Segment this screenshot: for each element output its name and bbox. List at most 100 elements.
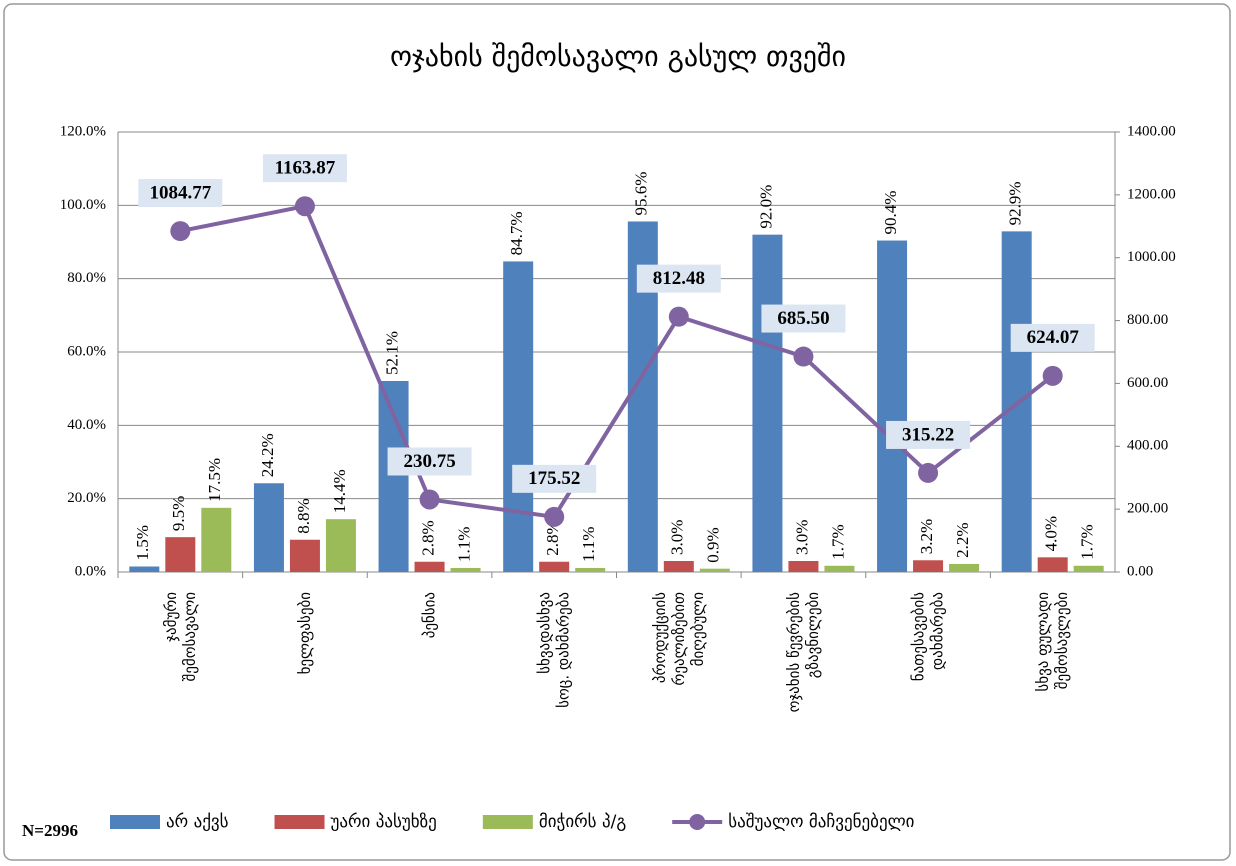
bar [378, 380, 409, 572]
bar [1037, 557, 1068, 572]
legend-label: არ აქვს [166, 812, 229, 832]
legend-swatch [274, 815, 325, 829]
y2-tick-label: 1200.00 [1127, 186, 1176, 202]
y2-tick-label: 1000.00 [1127, 249, 1176, 265]
bar [503, 261, 534, 572]
annotation: N=2996 [22, 821, 78, 840]
data-label: 0.9% [704, 527, 723, 562]
data-label: 24.2% [258, 433, 277, 477]
line-point [294, 196, 315, 217]
y2-tick-label: 600.00 [1127, 375, 1168, 391]
data-label: 3.2% [917, 519, 936, 554]
data-label-box [886, 420, 971, 449]
legend-label: საშუალო მაჩვენებელი [728, 812, 914, 832]
bar [325, 519, 356, 572]
bar [699, 568, 730, 572]
data-label-box [761, 304, 846, 333]
bar [913, 560, 944, 572]
data-label: 3.0% [668, 520, 687, 555]
legend-label: მიჭირს პ/გ [539, 812, 626, 832]
bar [949, 563, 980, 572]
bar [1073, 565, 1104, 572]
y2-tick-label: 400.00 [1127, 438, 1168, 454]
bar [129, 566, 160, 572]
bar [663, 561, 694, 572]
y-tick-label: 40.0% [67, 417, 106, 433]
legend-swatch [110, 815, 160, 829]
bar [877, 240, 908, 573]
line-point [170, 221, 191, 242]
y2-tick-label: 800.00 [1127, 312, 1168, 328]
data-label: 52.1% [382, 331, 401, 375]
data-label: 812.48 [653, 268, 705, 289]
data-label: 95.6% [632, 172, 651, 216]
x-tick-label: სხვადასხვასოც. დახმარება [535, 592, 572, 708]
data-label-box [138, 179, 223, 208]
y-tick-label: 100.0% [60, 197, 106, 213]
data-label: 1.7% [828, 524, 847, 559]
legend-label: უარი პასუხზე [331, 812, 437, 832]
data-label: 14.4% [330, 469, 349, 513]
data-label: 1.7% [1078, 524, 1097, 559]
line-point [793, 346, 814, 367]
bar [539, 561, 570, 572]
y-tick-label: 120.0% [60, 123, 106, 139]
data-label: 92.0% [756, 185, 775, 229]
data-label: 2.2% [953, 523, 972, 558]
data-label: 1.1% [454, 527, 473, 562]
data-label: 230.75 [403, 451, 455, 472]
line-point [544, 506, 565, 527]
x-tick-label: ხელფასები [295, 592, 313, 675]
x-tick-label: პენსია [420, 592, 438, 638]
data-label: 624.07 [1027, 327, 1080, 348]
bar [575, 567, 606, 572]
data-label-box [387, 447, 472, 476]
data-label: 175.52 [528, 468, 580, 489]
y2-tick-label: 1400.00 [1127, 123, 1176, 139]
y2-tick-label: 200.00 [1127, 501, 1168, 517]
x-tick-label: ჯამურიშემოსავალი [161, 592, 198, 682]
bar [289, 539, 320, 572]
bar [201, 507, 232, 572]
bar [165, 537, 196, 572]
y-tick-label: 80.0% [67, 270, 106, 286]
data-label: 92.9% [1006, 181, 1025, 225]
bar [414, 561, 445, 572]
line-point [1042, 365, 1063, 386]
data-label: 4.0% [1042, 516, 1061, 551]
line-point [918, 462, 939, 483]
data-label: 1163.87 [275, 158, 336, 179]
bar [788, 561, 819, 572]
data-label: 8.8% [294, 498, 313, 533]
data-label: 1.5% [133, 525, 152, 560]
data-label-box [512, 464, 597, 493]
line-point [419, 489, 440, 510]
data-label-box [1010, 323, 1095, 352]
x-tick-label: პროდუქციისრეალიზებითმიღებული [650, 592, 706, 686]
line-point [668, 306, 689, 327]
data-label: 84.7% [507, 212, 526, 256]
data-label: 1.1% [579, 527, 598, 562]
x-tick-label: ნათესავებისდახმარება [909, 592, 946, 681]
data-label: 2.8% [418, 520, 437, 555]
data-label-box [636, 264, 721, 293]
data-label: 315.22 [902, 424, 954, 445]
y-tick-label: 60.0% [67, 343, 106, 359]
data-label: 1084.77 [149, 182, 211, 203]
y-tick-label: 20.0% [67, 490, 106, 506]
bar [752, 234, 783, 572]
y2-tick-label: 0.00 [1127, 563, 1153, 579]
bar [824, 565, 855, 572]
y-tick-label: 0.0% [75, 563, 106, 579]
chart-title: ოჯახის შემოსავალი გასულ თვეში [390, 40, 846, 73]
data-label: 3.0% [792, 520, 811, 555]
legend-swatch [482, 815, 533, 829]
data-label: 9.5% [169, 496, 188, 531]
data-label: 90.4% [881, 191, 900, 235]
bar [253, 483, 284, 572]
data-label-box [262, 154, 347, 183]
data-label: 2.8% [543, 520, 562, 555]
x-tick-label: სხვა ფულადიშემოსავლები [1034, 592, 1071, 692]
legend-swatch [689, 814, 706, 830]
